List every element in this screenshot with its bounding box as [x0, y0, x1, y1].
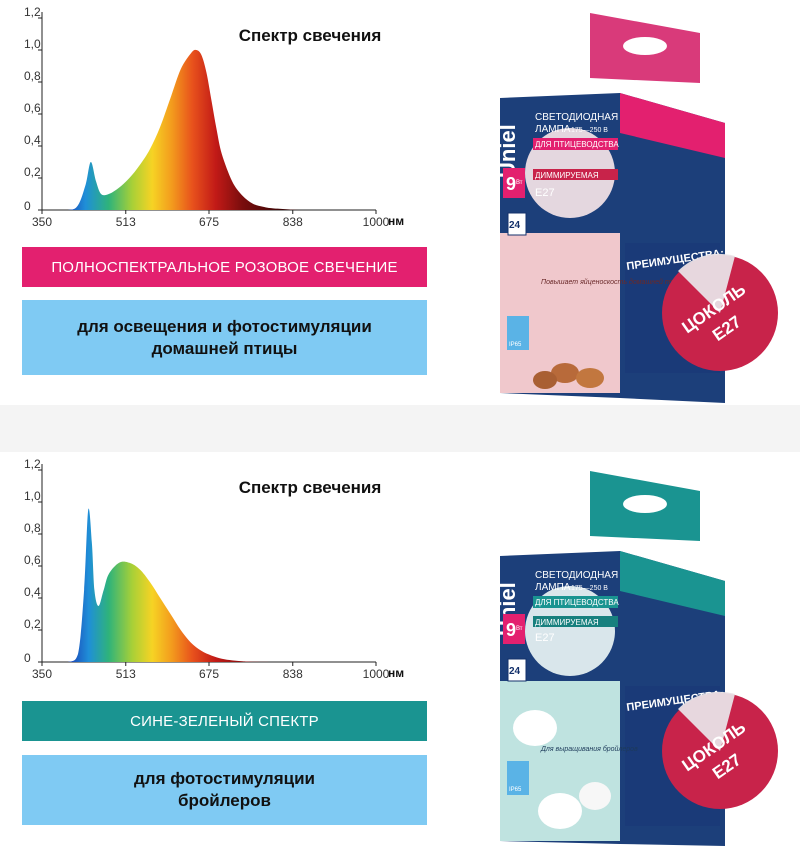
y-tick-label: 1,2	[24, 5, 41, 19]
y-tick-label: 0,8	[24, 69, 41, 83]
purpose-band: для освещения и фотостимуляции домашней …	[22, 300, 427, 375]
purpose-line-1: для фотостимуляции	[134, 769, 315, 788]
package-dimmable: ДИММИРУЕМАЯ	[535, 171, 599, 180]
package-power-unit: Вт	[516, 626, 523, 632]
spectrum-area	[42, 49, 299, 210]
package-ip: IP65	[509, 342, 522, 348]
x-tick-label: 513	[116, 215, 136, 229]
package-title-2: ЛАМПА	[535, 582, 571, 593]
purpose-line-2: домашней птицы	[151, 338, 298, 358]
spectrum-type-label: СИНЕ-ЗЕЛЕНЫЙ СПЕКТР	[130, 712, 319, 730]
y-tick-label: 0	[24, 651, 31, 665]
package-title-1: СВЕТОДИОДНАЯ	[535, 112, 618, 123]
y-tick-label: 1,0	[24, 37, 41, 51]
purpose-line-1: для освещения и фотостимуляции	[77, 316, 372, 336]
product-package-pink: ПРЕИМУЩЕСТВА: Uniel СВЕТОДИОДНАЯ ЛАМПА 1…	[495, 8, 795, 403]
package-slogan: Повышает яйценоскость домашней птицы	[541, 278, 688, 286]
spectrum-chart-blue-green: Спектр свечения 0 0,2 0,4 0,6 0,8 1,0 1,2 350 5…	[24, 457, 404, 681]
product-panel-teal: Спектр свечения 0 0,2 0,4 0,6 0,8 1,0 1,2 350 5…	[0, 452, 800, 857]
package-socket: E27	[535, 632, 555, 644]
package-slogan: Для выращивания бройлеров	[540, 745, 638, 753]
y-tick-label: 0,2	[24, 165, 41, 179]
package-purpose: ДЛЯ ПТИЦЕВОДСТВА	[535, 140, 619, 149]
chart-title: Спектр свечения	[239, 26, 382, 45]
spectrum-chart-pink: Спектр свечения 0 0,2 0,4 0,6 0,8 1,0 1,2 350 5…	[24, 5, 404, 229]
package-power: 9	[506, 620, 516, 640]
x-tick-label: 838	[283, 667, 303, 681]
package-dimmable: ДИММИРУЕМАЯ	[535, 618, 599, 627]
hang-hole	[623, 37, 667, 55]
socket-seal: ЦОКОЛЬ E27	[662, 691, 778, 809]
x-tick-label: 1000	[363, 667, 390, 681]
y-tick-label: 0	[24, 199, 31, 213]
y-tick-label: 0,4	[24, 133, 41, 147]
hang-hole	[623, 495, 667, 513]
purpose-band: для фотостимуляции бройлеров	[22, 755, 427, 825]
package-hours: 24	[509, 666, 521, 677]
package-hours: 24	[509, 220, 521, 231]
package-power: 9	[506, 174, 516, 194]
socket-seal: ЦОКОЛЬ E27	[662, 253, 778, 371]
panel-separator	[0, 405, 800, 452]
package-socket: E27	[535, 187, 555, 199]
package-voltage: 175—250 В	[571, 127, 608, 134]
package-voltage: 175—250 В	[571, 585, 608, 592]
y-tick-label: 0,6	[24, 101, 41, 115]
y-tick-label: 0,2	[24, 617, 41, 631]
y-tick-label: 0,8	[24, 521, 41, 535]
product-panel-pink: Спектр свечения 0 0,2 0,4 0,6 0,8 1,0 1,2 350 5…	[0, 0, 800, 405]
spectrum-area	[42, 508, 274, 662]
package-power-unit: Вт	[516, 180, 523, 186]
chart-title: Спектр свечения	[239, 478, 382, 497]
x-unit-label: нм	[388, 666, 404, 680]
package-title-2: ЛАМПА	[535, 124, 571, 135]
package-title-1: СВЕТОДИОДНАЯ	[535, 570, 618, 581]
x-tick-label: 675	[199, 215, 219, 229]
y-tick-label: 0,6	[24, 553, 41, 567]
x-tick-label: 1000	[363, 215, 390, 229]
x-tick-label: 350	[32, 667, 52, 681]
purpose-line-2: бройлеров	[178, 791, 271, 810]
product-package-teal: ПРЕИМУЩЕСТВА: Uniel СВЕТОДИОДНАЯ ЛАМПА 1…	[495, 466, 795, 851]
y-tick-label: 1,0	[24, 489, 41, 503]
spectrum-type-band: ПОЛНОСПЕКТРАЛЬНОЕ РОЗОВОЕ СВЕЧЕНИЕ	[22, 247, 427, 287]
y-tick-label: 1,2	[24, 457, 41, 471]
spectrum-type-label: ПОЛНОСПЕКТРАЛЬНОЕ РОЗОВОЕ СВЕЧЕНИЕ	[51, 258, 398, 276]
x-tick-label: 838	[283, 215, 303, 229]
y-tick-label: 0,4	[24, 585, 41, 599]
package-purpose: ДЛЯ ПТИЦЕВОДСТВА	[535, 598, 619, 607]
spectrum-type-band: СИНЕ-ЗЕЛЕНЫЙ СПЕКТР	[22, 701, 427, 741]
x-tick-label: 675	[199, 667, 219, 681]
x-tick-label: 513	[116, 667, 136, 681]
package-ip: IP65	[509, 787, 522, 793]
x-unit-label: нм	[388, 214, 404, 228]
x-tick-label: 350	[32, 215, 52, 229]
